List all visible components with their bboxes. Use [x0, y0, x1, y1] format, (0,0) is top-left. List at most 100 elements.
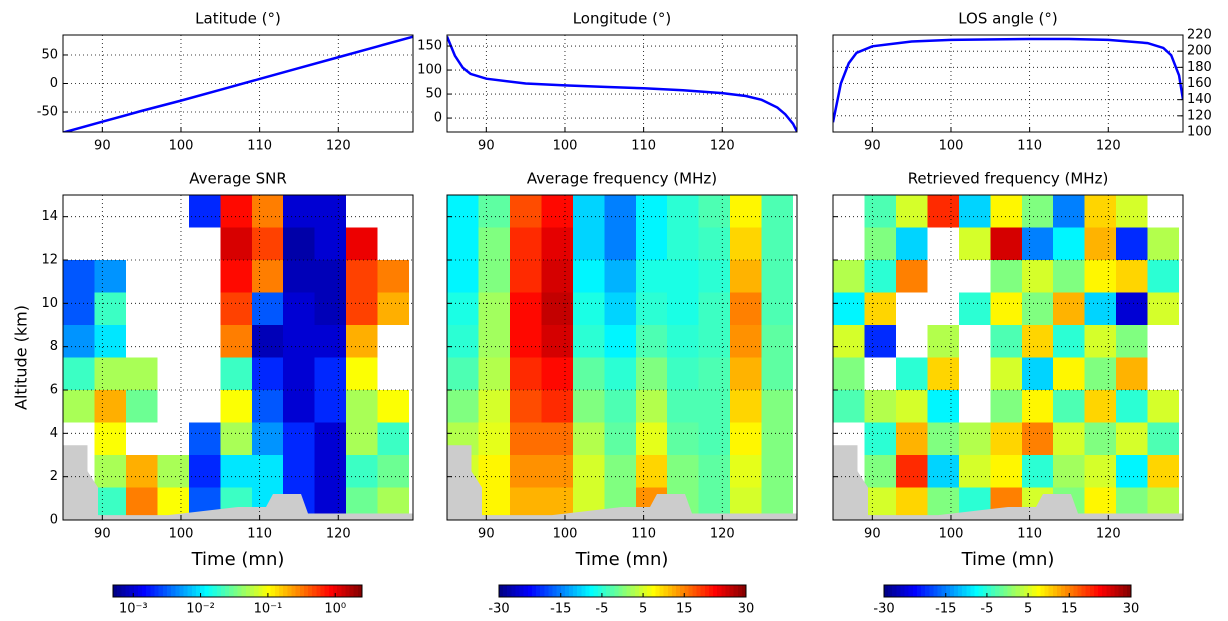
colorbar-tick-label: -15: [935, 602, 956, 617]
colorbar-swatch: [684, 585, 689, 597]
heat-cell: [251, 422, 284, 455]
colorbar-swatch: [1048, 585, 1054, 597]
colorbar-swatch: [204, 585, 209, 597]
heat-cell: [864, 325, 896, 358]
heat-cell: [509, 487, 542, 520]
colorbar-swatch: [1052, 585, 1058, 597]
colorbar-swatch: [1102, 585, 1107, 597]
colorbar-swatch: [515, 585, 521, 597]
heat-cell: [94, 292, 126, 325]
colorbar-swatch: [150, 585, 155, 597]
heat-cell: [1053, 390, 1085, 423]
x-tick-label: 90: [864, 527, 881, 542]
colorbar-swatch: [676, 585, 681, 597]
heat-cell: [1053, 195, 1085, 228]
heat-cell: [283, 357, 315, 390]
colorbar-swatch: [1118, 585, 1124, 597]
heat-cell: [478, 487, 510, 520]
colorbar-swatch: [593, 585, 599, 597]
heat-cell: [541, 455, 573, 488]
colorbar-tick-label: 10⁻¹: [254, 602, 283, 617]
heat-cell: [1116, 357, 1148, 390]
colorbar-swatch: [643, 585, 648, 597]
heat-cell: [698, 357, 731, 390]
heat-cell: [927, 390, 959, 423]
heat-cell: [572, 390, 605, 423]
colorbar-swatch: [921, 585, 926, 597]
heat-cell: [635, 260, 668, 293]
heat-cell: [604, 390, 636, 423]
heat-cell: [667, 390, 699, 423]
heat-cell: [1053, 227, 1085, 260]
heat-cell: [251, 325, 284, 358]
colorbar-swatch: [1023, 585, 1029, 597]
colorbar-swatch: [688, 585, 693, 597]
x-tick-label: 110: [631, 527, 656, 542]
colorbar-swatch: [283, 585, 288, 597]
heat-cell: [314, 455, 347, 488]
heat-cell: [761, 422, 794, 455]
heat-cell: [990, 390, 1022, 423]
colorbar-swatch: [229, 585, 234, 597]
colorbar-frame: [498, 584, 747, 598]
heat-cell: [314, 422, 347, 455]
colorbar-swatch: [158, 585, 164, 597]
heat-cell: [958, 422, 991, 455]
colorbar-swatch: [634, 585, 640, 597]
heat-cell: [833, 292, 865, 325]
colorbar-swatch: [262, 585, 268, 597]
line-series: [63, 35, 413, 132]
heat-cell: [1084, 390, 1117, 423]
colorbar-swatch: [179, 585, 185, 597]
heat-cell: [478, 227, 510, 260]
colorbar-swatch: [991, 585, 996, 597]
heat-cell: [895, 487, 928, 520]
colorbar-swatch: [929, 585, 934, 597]
heat-cell: [990, 260, 1022, 293]
colorbar-swatch: [884, 585, 889, 597]
heat-cell: [447, 390, 479, 423]
x-tick-label: 100: [553, 527, 578, 542]
heat-cell: [1084, 422, 1117, 455]
colorbar-tick-label: -5: [980, 602, 993, 617]
heat-cell: [1053, 325, 1085, 358]
colorbar-swatch: [1019, 585, 1025, 597]
heat-cell: [63, 325, 95, 358]
colorbar-swatch: [1028, 585, 1033, 597]
heat-cell: [188, 195, 221, 228]
colorbar-swatch: [564, 585, 570, 597]
heat-cell: [604, 325, 636, 358]
heat-cell: [1147, 292, 1180, 325]
colorbar-swatch: [937, 585, 943, 597]
x-tick-label: 110: [631, 139, 656, 154]
y-tick-label: 180: [1187, 60, 1212, 75]
heat-cell: [667, 357, 699, 390]
colorbar-swatch: [1077, 585, 1083, 597]
heat-cell: [1053, 260, 1085, 293]
colorbar-swatch: [1110, 585, 1116, 597]
x-tick-label: 90: [94, 139, 111, 154]
colorbar-swatch: [568, 585, 574, 597]
heat-cell: [1053, 455, 1085, 488]
heat-cell: [1084, 195, 1117, 228]
x-tick-label: 100: [939, 139, 964, 154]
heat-cell: [346, 227, 378, 260]
heat-cell: [251, 260, 284, 293]
colorbar-swatch: [1011, 585, 1017, 597]
colorbar-swatch: [237, 585, 243, 597]
colorbar-swatch: [499, 585, 504, 597]
colorbar-swatch: [337, 585, 342, 597]
heat-cell: [377, 390, 410, 423]
colorbar-swatch: [659, 585, 665, 597]
heat-cell: [1116, 227, 1148, 260]
colorbar-swatch: [1122, 585, 1128, 597]
heat-cell: [927, 357, 959, 390]
line-series: [833, 37, 1183, 123]
colorbar-swatch: [233, 585, 238, 597]
heat-cell: [927, 195, 959, 228]
heat-cell: [509, 455, 542, 488]
heat-cell: [1021, 455, 1054, 488]
colorbar-swatch: [966, 585, 971, 597]
colorbar-swatch: [133, 585, 139, 597]
colorbar-swatch: [606, 585, 611, 597]
